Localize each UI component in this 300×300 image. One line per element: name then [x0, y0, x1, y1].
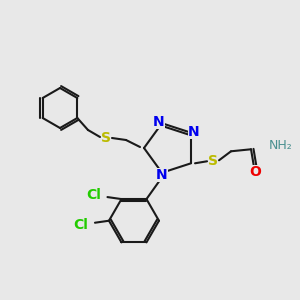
Text: Cl: Cl	[74, 218, 88, 232]
Text: N: N	[188, 125, 200, 139]
Text: Cl: Cl	[86, 188, 101, 202]
Text: O: O	[249, 165, 261, 179]
Text: N: N	[153, 115, 165, 129]
Text: S: S	[101, 131, 111, 145]
Text: N: N	[156, 168, 168, 182]
Text: NH₂: NH₂	[269, 139, 293, 152]
Text: S: S	[208, 154, 218, 168]
